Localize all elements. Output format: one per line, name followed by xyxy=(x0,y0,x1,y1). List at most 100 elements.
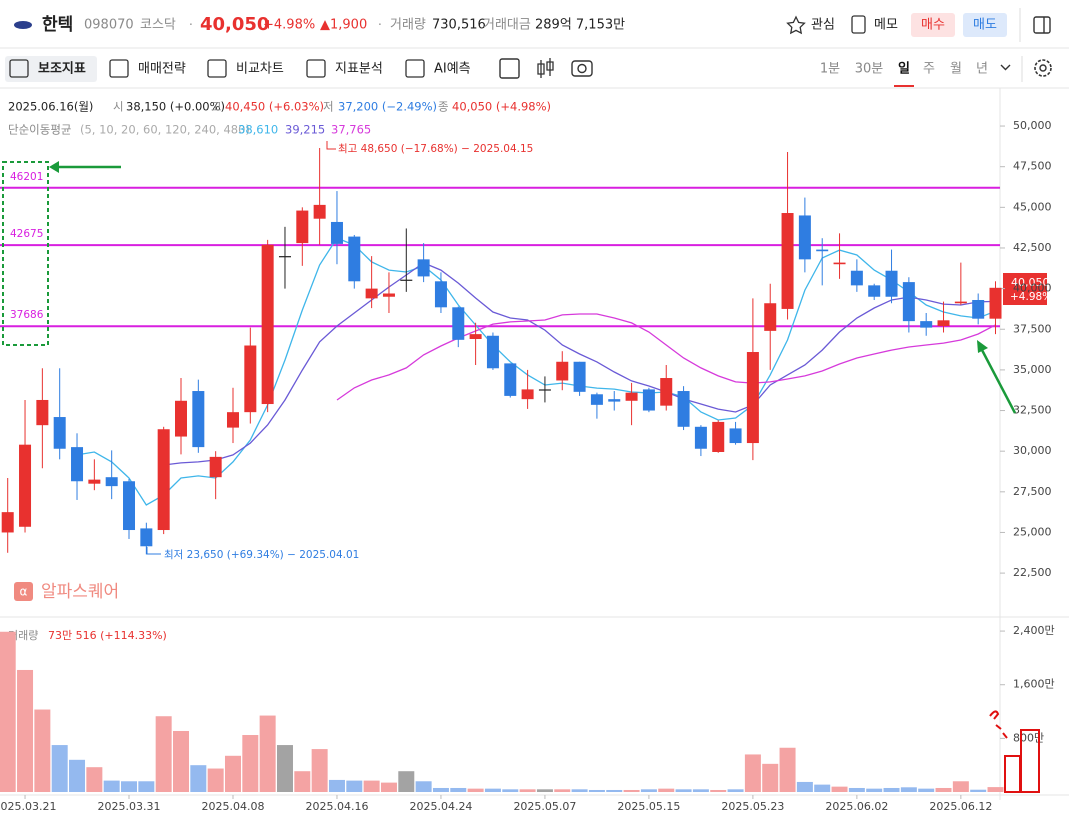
tool-item[interactable]: 지표분석 xyxy=(335,62,383,77)
candle-body xyxy=(816,249,829,252)
volume-bar xyxy=(311,749,328,792)
memo-button[interactable]: 메모 xyxy=(851,15,898,34)
high-note: 최고 48,650 (−17.68%) − 2025.04.15 xyxy=(338,143,533,155)
period[interactable]: 월 xyxy=(950,62,962,77)
volume-bar xyxy=(346,780,363,792)
stock-code: 098070 xyxy=(84,18,134,33)
candle-body xyxy=(625,392,638,401)
volume-bar xyxy=(398,771,415,792)
volume-bar xyxy=(588,789,605,792)
period[interactable]: 30분 xyxy=(855,62,884,77)
settings-center xyxy=(1039,64,1047,72)
tool-item[interactable]: 매매전략 xyxy=(138,62,186,77)
change-pct: +4.98% xyxy=(263,18,315,33)
y-tick-label: 50,000 xyxy=(1013,119,1052,132)
price-tag-change: +4.98% xyxy=(1010,291,1052,303)
volume-bar xyxy=(103,780,120,792)
candle-body xyxy=(1,512,14,533)
period[interactable]: 일 xyxy=(898,62,910,77)
tool-item[interactable]: 비교차트 xyxy=(236,62,284,77)
candle-body xyxy=(885,270,898,297)
low-note: 최저 23,650 (+69.34%) − 2025.04.01 xyxy=(164,549,359,561)
ma-legend: 37,765 xyxy=(331,123,371,137)
candle-body xyxy=(868,285,881,297)
volume-bar xyxy=(883,787,900,792)
sell-bg xyxy=(963,13,1007,37)
watermark: 알파스퀘어 xyxy=(41,582,119,602)
volume-bar xyxy=(814,784,831,792)
memo-label: 메모 xyxy=(874,18,898,33)
volume-bar xyxy=(484,788,501,792)
buy-button[interactable]: 매수 xyxy=(911,13,955,37)
candle-body xyxy=(573,361,586,392)
candle-body xyxy=(989,287,1002,319)
volume-bar xyxy=(17,669,34,792)
period[interactable]: 년 xyxy=(976,62,988,77)
level-label: 42675 xyxy=(10,228,43,240)
tool-item[interactable]: AI예측 xyxy=(434,62,471,77)
x-tick-label: 2025.04.16 xyxy=(305,800,368,813)
buy-label: 매수 xyxy=(921,18,945,33)
chart-type-tool[interactable] xyxy=(537,58,554,78)
info-close: 40,050 (+4.98%) xyxy=(452,100,551,114)
volume-bar xyxy=(779,747,796,792)
candle-body xyxy=(36,399,49,426)
y-tick-label: 45,000 xyxy=(1013,200,1052,213)
info-low: 37,200 (−2.49%) xyxy=(338,100,437,114)
draw-tool[interactable] xyxy=(499,58,520,79)
candle-body xyxy=(348,236,361,282)
candle-body xyxy=(19,444,32,527)
watch-button[interactable]: 관심 xyxy=(786,15,835,35)
info-open-label: 시 xyxy=(113,100,124,114)
buy-bg xyxy=(911,13,955,37)
high-note-arrow xyxy=(326,141,336,150)
candle-body xyxy=(902,282,915,322)
annotation-arrowhead xyxy=(977,340,988,353)
candle-body xyxy=(781,213,794,309)
candle-body xyxy=(452,307,465,340)
volume-bar xyxy=(242,735,259,792)
ma-line xyxy=(76,237,996,506)
candle-body xyxy=(123,481,136,531)
panel-toggle[interactable] xyxy=(1033,16,1051,34)
candle-body xyxy=(400,279,413,281)
period-more[interactable] xyxy=(1000,64,1011,71)
volume-bar xyxy=(623,789,640,792)
dot: · xyxy=(378,18,382,32)
candle-body xyxy=(642,389,655,411)
volume-bar xyxy=(536,789,553,792)
tool-item[interactable]: 보조지표 xyxy=(38,62,86,77)
candle-body xyxy=(677,391,690,427)
volume-bar xyxy=(502,789,519,792)
volume-bar xyxy=(69,759,86,792)
period[interactable]: 1분 xyxy=(820,62,840,77)
annotation-arrow xyxy=(980,349,1017,414)
settings[interactable] xyxy=(1034,59,1052,77)
volume: 730,516 xyxy=(432,18,486,33)
period[interactable]: 주 xyxy=(923,62,935,77)
watch-label: 관심 xyxy=(811,18,835,33)
y-tick-label: 2,400만 xyxy=(1013,624,1055,637)
volume-bar xyxy=(121,781,138,792)
star-icon xyxy=(786,15,806,35)
volume-bar xyxy=(675,789,692,792)
info-high-label: 고 xyxy=(211,100,222,114)
screenshot-tool[interactable] xyxy=(571,60,593,77)
volume-bar xyxy=(848,787,865,792)
x-tick-label: 2025.06.02 xyxy=(825,800,888,813)
candle-body xyxy=(850,270,863,286)
tool-icon xyxy=(109,59,129,78)
volume-bar xyxy=(138,781,155,792)
volume-bar xyxy=(866,788,883,792)
candle-body xyxy=(746,352,759,444)
candle-body xyxy=(175,400,187,437)
candle-body xyxy=(590,394,603,405)
y-tick-label: 40,000 xyxy=(1013,282,1052,295)
candle-body xyxy=(209,456,222,478)
change: ▲1,900 xyxy=(320,18,367,33)
candle-body xyxy=(157,429,170,531)
sell-button[interactable]: 매도 xyxy=(963,13,1007,37)
watermark-glyph: α xyxy=(20,585,28,599)
